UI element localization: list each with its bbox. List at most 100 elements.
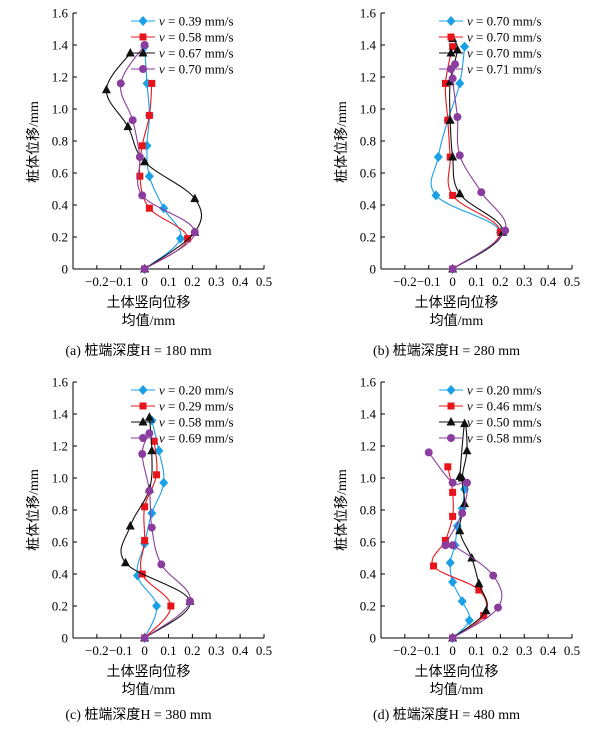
x-axis-label: 土体竖向位移 xyxy=(107,664,191,680)
data-point xyxy=(501,226,510,235)
data-point xyxy=(138,191,147,200)
data-point xyxy=(460,41,470,52)
y-tick-label: 1.6 xyxy=(360,6,377,21)
series-4 xyxy=(424,448,503,642)
series-line xyxy=(119,44,196,270)
data-point xyxy=(455,78,465,89)
x-tick-label: 0.3 xyxy=(516,274,532,289)
x-tick-label: 0 xyxy=(449,643,456,658)
series-4 xyxy=(138,429,194,642)
data-point xyxy=(148,79,156,87)
y-tick-label: 0.6 xyxy=(52,166,69,181)
data-point xyxy=(135,153,144,161)
legend-marker xyxy=(139,434,147,442)
data-point xyxy=(474,578,484,588)
x-tick-label: 0.1 xyxy=(160,274,176,289)
y-tick-label: 1.4 xyxy=(360,38,377,53)
x-tick-label: 0 xyxy=(141,274,148,289)
y-tick-label: 0.6 xyxy=(52,535,69,550)
legend-marker xyxy=(447,65,455,73)
data-point xyxy=(453,113,462,121)
data-point xyxy=(433,152,443,162)
legend-marker xyxy=(446,16,456,26)
y-tick-label: 0.6 xyxy=(360,166,377,181)
data-point xyxy=(448,74,457,83)
x-tick-label: −0.2 xyxy=(85,643,109,658)
data-point xyxy=(477,188,486,197)
legend-entry: v = 0.50 mm/s xyxy=(467,415,542,430)
data-point xyxy=(157,560,166,569)
legend-entry: v = 0.71 mm/s xyxy=(467,62,542,77)
data-point xyxy=(462,478,471,487)
x-tick-label: −0.2 xyxy=(85,274,109,289)
panel-caption: (d) 桩端深度H = 480 mm xyxy=(373,706,520,723)
data-point xyxy=(475,586,483,594)
data-point xyxy=(457,596,467,607)
x-axis-label: 土体竖向位移 xyxy=(107,295,191,311)
series-4 xyxy=(116,41,199,273)
data-point xyxy=(452,44,462,54)
data-point xyxy=(448,265,457,273)
y-tick-label: 0.4 xyxy=(52,198,69,213)
x-tick-label: 0.4 xyxy=(232,274,249,289)
data-point xyxy=(455,151,464,160)
legend-entry: v = 0.70 mm/s xyxy=(467,14,542,29)
data-point xyxy=(154,445,164,456)
y-tick-label: 1.6 xyxy=(52,375,69,390)
y-tick-label: 0.6 xyxy=(360,535,377,550)
legend-marker xyxy=(138,16,148,26)
data-point xyxy=(121,557,131,567)
data-point xyxy=(144,171,154,182)
x-tick-label: 0.1 xyxy=(468,643,484,658)
data-point xyxy=(441,79,449,87)
legend-marker xyxy=(446,417,456,426)
data-point xyxy=(138,142,146,150)
x-tick-label: −0.2 xyxy=(393,274,417,289)
x-tick-label: 0.4 xyxy=(540,274,557,289)
y-tick-label: 1.0 xyxy=(360,471,376,486)
data-point xyxy=(448,478,457,487)
data-point xyxy=(449,512,457,520)
data-point xyxy=(145,429,154,438)
data-point xyxy=(116,79,125,88)
data-point xyxy=(445,557,455,568)
y-tick-label: 1.6 xyxy=(360,375,377,390)
y-tick-label: 0.2 xyxy=(360,230,376,245)
y-tick-label: 0.4 xyxy=(360,198,377,213)
data-point xyxy=(125,521,135,530)
legend-entry: v = 0.67 mm/s xyxy=(159,46,234,61)
data-point xyxy=(441,536,449,544)
legend-marker xyxy=(138,417,148,426)
legend-entry: v = 0.69 mm/s xyxy=(159,431,234,446)
data-point xyxy=(493,603,502,612)
data-point xyxy=(159,477,169,488)
y-tick-label: 0 xyxy=(62,262,69,277)
series-line xyxy=(431,466,488,639)
x-tick-label: 0 xyxy=(141,643,148,658)
data-point xyxy=(185,597,194,606)
y-tick-label: 0.2 xyxy=(360,599,376,614)
series-3 xyxy=(448,418,491,642)
data-point xyxy=(101,84,111,94)
y-tick-label: 0 xyxy=(370,262,377,277)
y-tick-label: 0.4 xyxy=(52,567,69,582)
chart-panel-a: 0 0.2 0.4 0.6 0.8 1.0 1.2 1.4 1.6 −0.2 −0.1 0 0.1 0.2… xyxy=(25,6,272,360)
legend-marker xyxy=(447,402,455,410)
legend-marker xyxy=(446,48,456,57)
x-tick-label: 0.5 xyxy=(256,274,272,289)
x-tick-label: 0.4 xyxy=(232,643,249,658)
y-tick-label: 0 xyxy=(370,631,377,646)
data-point xyxy=(140,634,149,642)
series-2 xyxy=(430,463,488,642)
data-point xyxy=(424,448,433,457)
data-point xyxy=(175,233,185,244)
y-tick-label: 1.0 xyxy=(52,471,68,486)
legend-entry: v = 0.58 mm/s xyxy=(159,415,234,430)
y-axis-label: 桩体位移/mm xyxy=(25,469,42,551)
y-tick-label: 0.8 xyxy=(360,134,376,149)
data-point xyxy=(431,190,441,201)
y-tick-label: 0.8 xyxy=(52,503,68,518)
data-point xyxy=(150,437,158,445)
x-axis-label-unit: 均值/mm xyxy=(430,313,484,329)
